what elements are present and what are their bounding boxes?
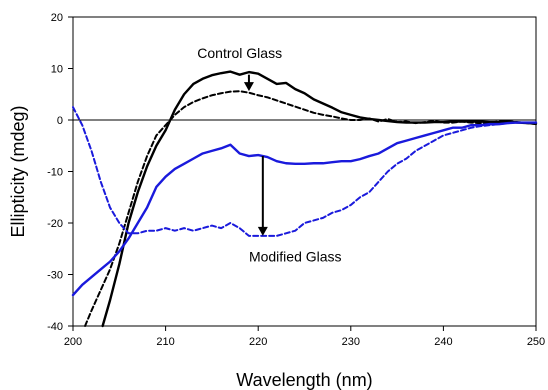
x-tick-label: 240 [434, 336, 452, 348]
y-tick-label: -20 [47, 218, 63, 230]
x-tick-label: 210 [156, 336, 174, 348]
y-tick-label: 20 [51, 12, 63, 24]
arrow-layer [243, 74, 268, 236]
arrow-head-2 [257, 226, 268, 236]
y-tick-label: 0 [57, 115, 63, 127]
series-line-3 [71, 121, 538, 297]
series-line-2 [84, 90, 537, 327]
series-line-4 [72, 106, 537, 237]
x-tick-label: 220 [249, 336, 267, 348]
x-tick-label: 200 [64, 336, 82, 348]
y-tick-label: -40 [47, 321, 63, 333]
axis-ticks [68, 16, 537, 331]
tick-labels: 200 210 220 230 240 250 20 10 0 -10 -20 -30 -40 [47, 12, 545, 348]
x-tick-label: 230 [342, 336, 360, 348]
series-layer [71, 70, 538, 328]
y-tick-label: -30 [47, 270, 63, 282]
annotation-label: Control Glass [197, 45, 282, 61]
x-axis-title: Wavelength (nm) [236, 370, 372, 390]
y-tick-label: -10 [47, 167, 63, 179]
annotation-layer: Control Glass Modified Glass [197, 45, 341, 264]
x-tick-label: 250 [527, 336, 545, 348]
series-line-1 [101, 70, 538, 328]
y-axis-title: Ellipticity (mdeg) [8, 105, 28, 237]
annotation-label: Modified Glass [249, 249, 342, 265]
arrow-head-1 [243, 82, 254, 92]
y-tick-label: 10 [51, 64, 63, 76]
